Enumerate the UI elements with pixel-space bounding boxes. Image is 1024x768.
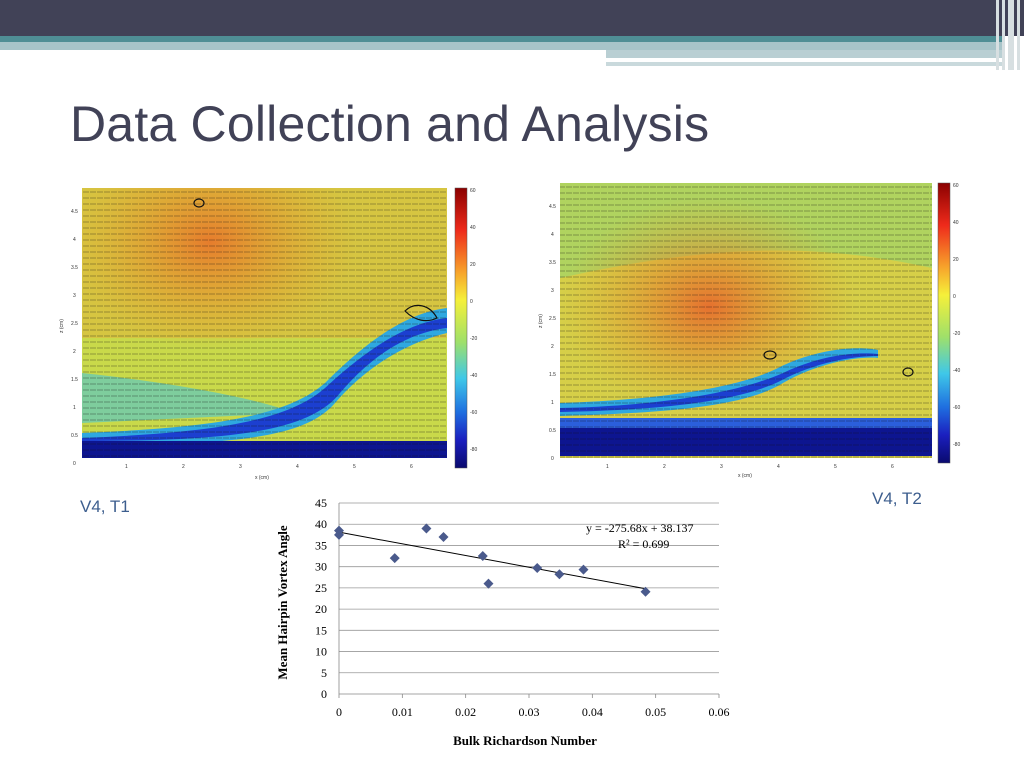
data-point: [389, 553, 400, 564]
colorbar-tick: -40: [470, 373, 477, 379]
axis-tick: 4: [296, 464, 299, 470]
axis-tick: 0.5: [71, 433, 78, 439]
axis-tick: 1.5: [549, 372, 556, 378]
axis-tick: 3: [720, 464, 723, 470]
colorbar-tick: -80: [470, 447, 477, 453]
colorbar-tick: 0: [953, 294, 956, 300]
x-tick-label: 0: [336, 705, 342, 719]
x-axis-label: x (cm): [255, 475, 269, 481]
axis-tick: 2.5: [549, 316, 556, 322]
axis-tick: 1: [551, 400, 554, 406]
axis-tick: 1.5: [71, 377, 78, 383]
y-tick-label: 40: [315, 517, 327, 531]
data-point: [477, 551, 488, 562]
colorbar-tick: -60: [953, 405, 960, 411]
y-tick-label: 15: [315, 623, 327, 637]
x-tick-label: 0.02: [455, 705, 476, 719]
axis-tick: 0: [551, 456, 554, 462]
colorbar-tick: 0: [470, 299, 473, 305]
caption-left: V4, T1: [80, 497, 130, 516]
velocity-field-plot-right: 60 40 20 0 -20 -40 -60 -80 4.5 4 3.5 3 2…: [538, 182, 960, 478]
caption-right: V4, T2: [872, 489, 922, 508]
y-tick-label: 5: [321, 666, 327, 680]
colorbar-tick: 40: [953, 220, 959, 226]
accent-stripe: [0, 42, 1004, 50]
colorbar-tick: 20: [953, 257, 959, 263]
colorbar-tick: -20: [953, 331, 960, 337]
trend-equation: y = -275.68x + 38.137: [586, 521, 694, 535]
axis-tick: 1: [125, 464, 128, 470]
axis-tick: 5: [353, 464, 356, 470]
y-tick-label: 20: [315, 602, 327, 616]
accent-stripe: [606, 50, 1004, 58]
axis-tick: 6: [891, 464, 894, 470]
data-point: [438, 531, 449, 542]
data-point: [532, 562, 543, 573]
y-tick-label: 45: [315, 496, 327, 510]
decorative-bars: [992, 0, 1024, 70]
axis-tick: 2: [663, 464, 666, 470]
colorbar-tick: -40: [953, 368, 960, 374]
axis-tick: 1: [606, 464, 609, 470]
data-point: [483, 578, 494, 589]
colorbar-tick: 60: [953, 183, 959, 189]
data-point: [578, 564, 589, 575]
colorbar-tick: -20: [470, 336, 477, 342]
axis-tick: 1: [73, 405, 76, 411]
axis-tick: 5: [834, 464, 837, 470]
x-tick-label: 0.01: [392, 705, 413, 719]
slide-title: Data Collection and Analysis: [70, 96, 710, 152]
y-tick-label: 35: [315, 538, 327, 552]
trendline: [338, 531, 646, 590]
data-point: [554, 569, 565, 580]
velocity-field-plot-left: 60 40 20 0 -20 -40 -60 -80 4.5 4 3.5 3 2…: [59, 187, 477, 481]
colorbar-tick: -60: [470, 410, 477, 416]
axis-tick: 4.5: [71, 209, 78, 215]
axis-tick: 4: [777, 464, 780, 470]
x-tick-label: 0.04: [582, 705, 603, 719]
y-axis-label: z (cm): [538, 314, 544, 328]
y-tick-label: 30: [315, 560, 327, 574]
data-point: [421, 523, 432, 534]
x-tick-label: 0.05: [645, 705, 666, 719]
colorbar-tick: 20: [470, 262, 476, 268]
x-axis-label: x (cm): [738, 473, 752, 478]
axis-tick: 6: [410, 464, 413, 470]
y-axis-label: Mean Hairpin Vortex Angle: [275, 525, 290, 679]
accent-stripe: [606, 62, 1004, 66]
colorbar-tick: 40: [470, 225, 476, 231]
axis-tick: 0: [73, 461, 76, 467]
axis-tick: 2: [182, 464, 185, 470]
accent-stripe: [0, 36, 1004, 42]
axis-tick: 3.5: [549, 260, 556, 266]
axis-tick: 3.5: [71, 265, 78, 271]
axis-tick: 0.5: [549, 428, 556, 434]
axis-tick: 3: [73, 293, 76, 299]
axis-tick: 3: [239, 464, 242, 470]
y-tick-label: 0: [321, 687, 327, 701]
colorbar-tick: 60: [470, 188, 476, 194]
colorbar-tick: -80: [953, 442, 960, 448]
x-tick-label: 0.06: [709, 705, 730, 719]
data-point: [640, 586, 651, 597]
scatter-chart: 0 5 10 15 20 25 30 35 40 45 0 0.01 0.02 0.03 0.04 0.05…: [275, 496, 730, 748]
r-squared: R² = 0.699: [618, 537, 669, 551]
header-bar: [0, 0, 1024, 36]
axis-tick: 4.5: [549, 204, 556, 210]
axis-tick: 2.5: [71, 321, 78, 327]
y-tick-label: 25: [315, 581, 327, 595]
data-point: [334, 529, 344, 540]
y-axis-label: z (cm): [59, 319, 65, 333]
x-tick-label: 0.03: [519, 705, 540, 719]
axis-tick: 2: [551, 344, 554, 350]
y-tick-label: 10: [315, 645, 327, 659]
axis-tick: 3: [551, 288, 554, 294]
axis-tick: 2: [73, 349, 76, 355]
axis-tick: 4: [551, 232, 554, 238]
x-axis-label: Bulk Richardson Number: [453, 733, 597, 748]
axis-tick: 4: [73, 237, 76, 243]
